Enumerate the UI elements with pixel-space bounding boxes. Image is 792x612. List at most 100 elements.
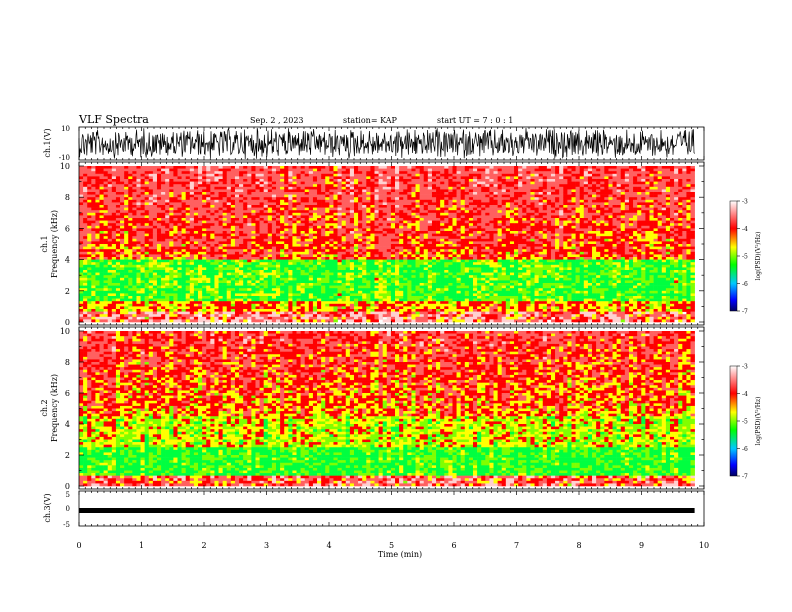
spectrogram-cell — [132, 290, 137, 294]
spectrogram-cell — [382, 186, 388, 190]
spectrogram-cell — [189, 236, 195, 240]
spectrogram-cell — [345, 270, 351, 273]
spectrogram-cell — [177, 296, 182, 299]
spectrogram-cell — [317, 197, 322, 201]
spectrogram-cell — [349, 168, 355, 172]
spectrogram-cell — [99, 189, 104, 193]
spectrogram-cell — [132, 319, 137, 323]
spectrogram-cell — [321, 220, 326, 224]
spectrogram-cell — [312, 215, 318, 219]
spectrogram-cell — [362, 272, 367, 276]
spectrogram-cell — [259, 171, 264, 175]
spectrogram-cell — [148, 246, 154, 250]
spectrogram-cell — [91, 225, 96, 229]
spectrogram-cell — [115, 246, 121, 250]
spectrogram-cell — [399, 228, 404, 232]
spectrogram-cell — [378, 246, 383, 250]
spectrogram-cell — [349, 210, 355, 214]
spectrogram-cell — [341, 270, 347, 273]
spectrogram-cell — [111, 246, 117, 250]
spectrogram-cell — [111, 249, 117, 253]
spectrogram-cell — [103, 220, 109, 224]
spectrogram-cell — [87, 280, 92, 284]
spectrogram-cell — [218, 262, 223, 266]
spectrogram-cell — [165, 301, 170, 305]
spectrogram-cell — [222, 275, 228, 279]
spectrogram-cell — [345, 244, 351, 247]
spectrogram-cell — [267, 290, 273, 294]
spectrogram-cell — [202, 215, 207, 219]
spectrogram-cell — [234, 249, 240, 253]
spectrogram-cell — [210, 238, 215, 242]
spectrogram-cell — [362, 173, 367, 177]
spectrogram-cell — [300, 176, 306, 180]
spectrogram-cell — [312, 264, 318, 268]
spectrogram-cell — [292, 168, 297, 172]
spectrogram-cell — [161, 254, 166, 258]
spectrogram-cell — [329, 249, 334, 253]
spectrogram-cell — [386, 184, 392, 188]
spectrogram-cell — [345, 236, 351, 240]
spectrogram-cell — [189, 189, 195, 193]
spectrogram-cell — [390, 223, 396, 227]
spectrogram-cell — [226, 192, 232, 195]
spectrogram-cell — [308, 296, 314, 299]
spectrogram-cell — [152, 168, 158, 172]
spectrogram-cell — [144, 210, 150, 214]
spectrogram-cell — [390, 194, 396, 198]
spectrogram-cell — [193, 296, 199, 299]
spectrogram-cell — [144, 316, 150, 320]
spectrogram-cell — [341, 236, 347, 240]
spectrogram-cell — [304, 181, 310, 185]
spectrogram-cell — [403, 186, 408, 190]
spectrogram-cell — [378, 218, 383, 221]
spectrogram-cell — [247, 262, 252, 266]
spectrogram-cell — [136, 171, 141, 175]
spectrogram-cell — [341, 186, 347, 190]
spectrogram-cell — [345, 259, 351, 263]
spectrogram-cell — [251, 215, 256, 219]
spectrogram-cell — [390, 238, 396, 242]
spectrogram-cell — [152, 301, 158, 305]
spectrogram-cell — [234, 275, 240, 279]
spectrogram-cell — [83, 173, 88, 177]
spectrogram-cell — [214, 311, 219, 315]
spectrogram-cell — [292, 314, 297, 318]
spectrogram-cell — [370, 233, 375, 237]
spectrogram-cell — [165, 254, 170, 258]
spectrogram-cell — [255, 303, 260, 307]
spectrogram-cell — [341, 212, 347, 216]
spectrogram-cell — [144, 199, 150, 203]
spectrogram-cell — [185, 262, 191, 266]
spectrogram-cell — [386, 272, 392, 276]
spectrogram-cell — [251, 280, 256, 284]
spectrogram-cell — [218, 173, 223, 177]
spectrogram-cell — [399, 275, 404, 279]
spectrogram-cell — [329, 194, 334, 198]
spectrogram-cell — [156, 220, 162, 224]
spectrogram-cell — [206, 176, 211, 180]
spectrogram-cell — [132, 309, 137, 312]
spectrogram-cell — [165, 215, 170, 219]
spectrogram-cell — [407, 194, 412, 198]
spectrogram-cell — [198, 173, 203, 177]
spectrogram-cell — [333, 181, 338, 185]
spectrogram-cell — [271, 218, 277, 221]
spectrogram-cell — [358, 249, 363, 253]
spectrogram-cell — [230, 285, 236, 289]
spectrogram-cell — [198, 301, 203, 305]
spectrogram-cell — [288, 293, 293, 297]
spectrogram-cell — [321, 259, 326, 263]
spectrogram-cell — [189, 192, 195, 195]
spectrogram-cell — [202, 306, 207, 310]
spectrogram-cell — [415, 176, 420, 180]
spectrogram-cell — [120, 186, 125, 190]
spectrogram-cell — [296, 288, 301, 292]
spectrogram-cell — [111, 189, 117, 193]
spectrogram-cell — [358, 238, 363, 242]
spectrogram-cell — [226, 251, 232, 255]
spectrogram-cell — [132, 277, 137, 281]
spectrogram-cell — [374, 298, 379, 302]
spectrogram-cell — [239, 173, 244, 177]
spectrogram-cell — [128, 181, 133, 185]
